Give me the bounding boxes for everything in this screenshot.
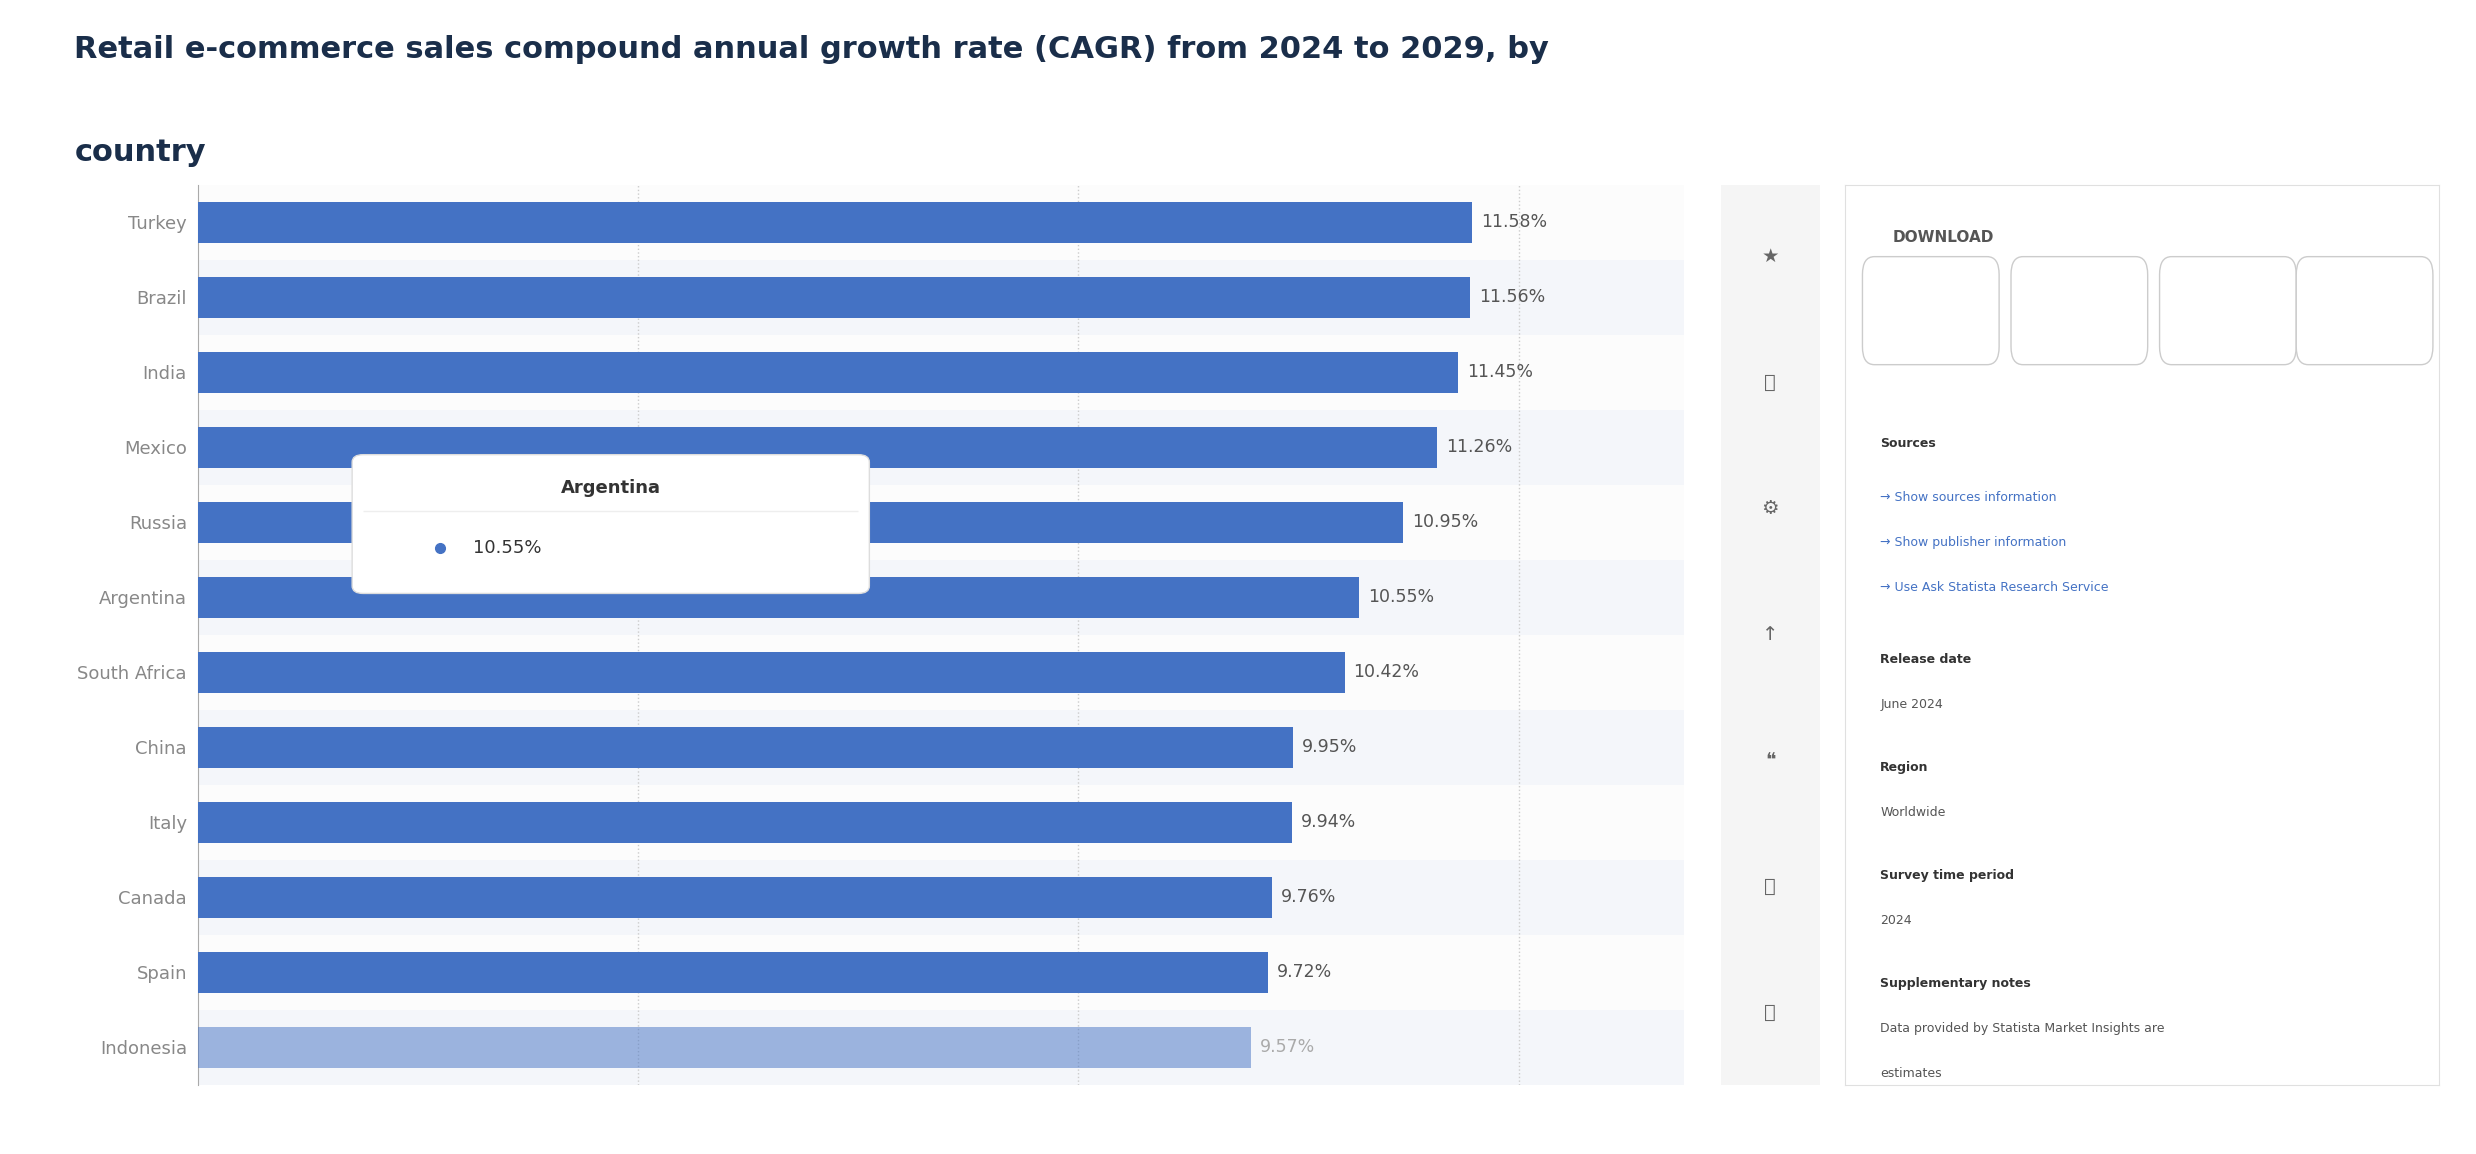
Bar	[198, 502, 1404, 542]
Text: 10.55%: 10.55%	[1367, 589, 1434, 606]
Text: XLS: XLS	[2067, 305, 2092, 317]
Text: Argentina: Argentina	[560, 479, 661, 497]
Text: PNG: PNG	[2214, 305, 2241, 317]
Text: Retail e-commerce sales compound annual growth rate (CAGR) from 2024 to 2029, by: Retail e-commerce sales compound annual …	[74, 35, 1550, 63]
Text: → Use Ask Statista Research Service: → Use Ask Statista Research Service	[1879, 580, 2110, 593]
Text: PPT: PPT	[2352, 305, 2377, 317]
Text: ★: ★	[1760, 247, 1780, 267]
Text: estimates: estimates	[1879, 1066, 1941, 1080]
Bar	[198, 1010, 1684, 1085]
Text: 9.57%: 9.57%	[1260, 1039, 1315, 1056]
Bar	[198, 202, 1473, 242]
Bar	[198, 802, 1292, 842]
Text: 🖨: 🖨	[1765, 1003, 1775, 1022]
Text: Data provided by Statista Market Insights are: Data provided by Statista Market Insight…	[1879, 1021, 2164, 1035]
FancyBboxPatch shape	[1862, 256, 1998, 365]
Text: Survey time period: Survey time period	[1879, 869, 2015, 882]
FancyBboxPatch shape	[2159, 256, 2295, 365]
Bar	[198, 577, 1359, 617]
Text: PDF: PDF	[1919, 305, 1944, 317]
Bar	[198, 935, 1684, 1010]
Text: 11.56%: 11.56%	[1478, 288, 1545, 306]
Bar	[198, 860, 1684, 935]
Bar	[198, 277, 1471, 317]
Bar	[198, 785, 1684, 860]
Bar	[198, 335, 1684, 410]
Bar	[198, 727, 1292, 767]
Text: → Show publisher information: → Show publisher information	[1879, 535, 2067, 548]
FancyBboxPatch shape	[2011, 256, 2147, 365]
Text: 9.94%: 9.94%	[1300, 814, 1357, 831]
Text: 11.58%: 11.58%	[1481, 213, 1548, 231]
Text: DOWNLOAD: DOWNLOAD	[1892, 230, 1993, 245]
Text: 🔔: 🔔	[1765, 373, 1775, 392]
Text: ↑: ↑	[1763, 625, 1778, 644]
Bar	[198, 560, 1684, 635]
Text: Release date: Release date	[1879, 653, 1971, 666]
Bar	[198, 410, 1684, 485]
Bar	[198, 877, 1273, 917]
Bar	[198, 427, 1436, 467]
Text: Supplementary notes: Supplementary notes	[1879, 976, 2030, 990]
Text: Region: Region	[1879, 760, 1929, 773]
Text: 10.42%: 10.42%	[1354, 664, 1419, 681]
FancyBboxPatch shape	[2295, 256, 2434, 365]
Bar	[198, 1027, 1250, 1067]
Text: 10.95%: 10.95%	[1411, 514, 1478, 531]
Text: 🏴: 🏴	[1765, 877, 1775, 897]
Text: ❝: ❝	[1765, 751, 1775, 770]
Text: Worldwide: Worldwide	[1879, 805, 1946, 818]
Text: 10.55%: 10.55%	[473, 539, 542, 557]
Bar	[198, 635, 1684, 710]
Text: 9.72%: 9.72%	[1278, 964, 1332, 981]
Text: 11.45%: 11.45%	[1466, 364, 1533, 381]
Bar	[198, 710, 1684, 785]
Text: June 2024: June 2024	[1879, 698, 1944, 711]
Bar	[198, 352, 1458, 392]
Bar	[198, 185, 1684, 260]
Text: 11.26%: 11.26%	[1446, 439, 1513, 456]
FancyBboxPatch shape	[352, 455, 869, 593]
Text: 2024: 2024	[1879, 914, 1911, 927]
Text: country: country	[74, 138, 206, 167]
Text: → Show sources information: → Show sources information	[1879, 490, 2058, 503]
Bar	[198, 952, 1268, 992]
Text: Sources: Sources	[1879, 436, 1936, 450]
Bar	[198, 260, 1684, 335]
Bar	[198, 485, 1684, 560]
Text: 9.76%: 9.76%	[1280, 889, 1337, 906]
Text: ⚙: ⚙	[1760, 500, 1780, 518]
Text: 9.95%: 9.95%	[1302, 739, 1357, 756]
Bar	[198, 652, 1344, 692]
